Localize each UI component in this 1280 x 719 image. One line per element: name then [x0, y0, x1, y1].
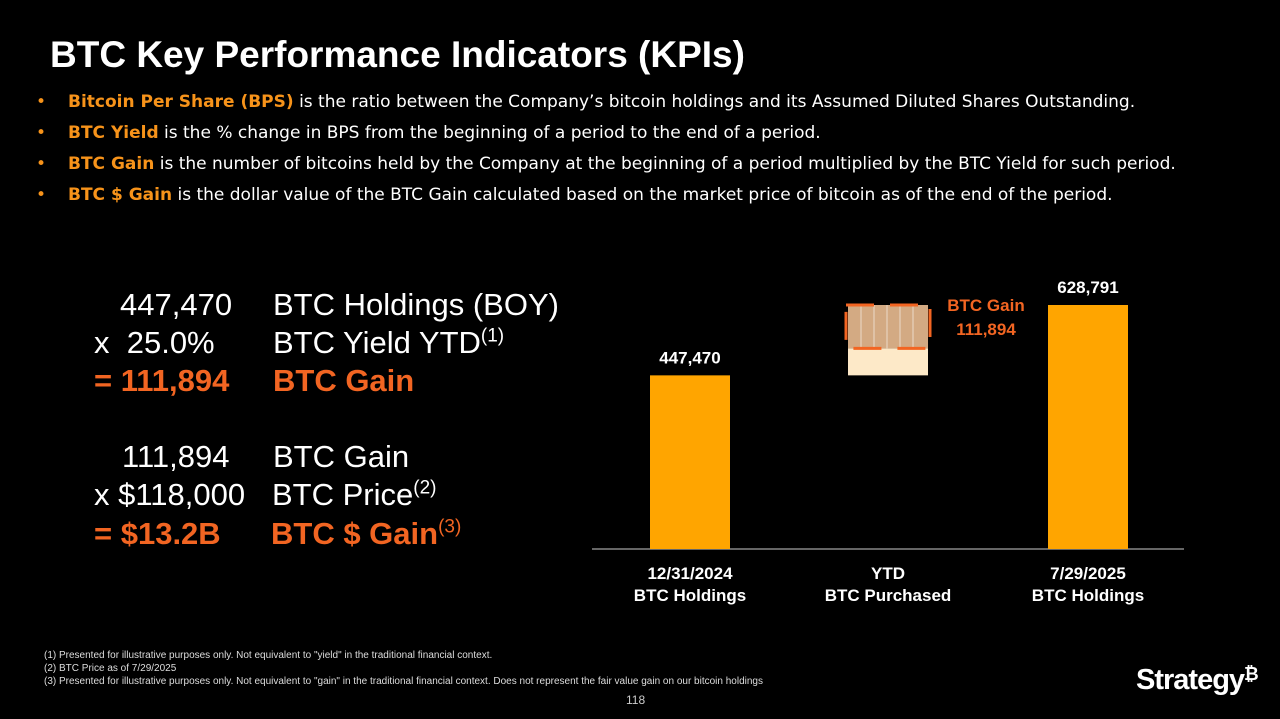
- footnote-1: (1) Presented for illustrative purposes …: [44, 650, 493, 661]
- calc-value: = $13.2B: [94, 516, 221, 551]
- footnote-ref: (2): [413, 477, 437, 499]
- footnote-2: (2) BTC Price as of 7/29/2025: [44, 663, 177, 674]
- calc-value: 111,894: [122, 439, 230, 474]
- bar-btc-holdings: [650, 375, 730, 549]
- strategy-logo: Strategy₿: [1136, 664, 1259, 697]
- bullet-dot: •: [36, 92, 47, 112]
- bar-ytd-purchased: [848, 348, 928, 376]
- calc-label: BTC $ Gain: [271, 516, 439, 551]
- calc-row-dollar-gain-result: = $13.2B BTC $ Gain(3): [94, 516, 461, 552]
- gain-segment-outline: [844, 303, 932, 350]
- footnotes: (1) Presented for illustrative purposes …: [44, 649, 763, 688]
- category-label: YTD: [871, 564, 905, 583]
- gain-label-value: 111,894: [956, 320, 1016, 339]
- gain-label-title: BTC Gain: [947, 296, 1024, 315]
- definition-term: BTC Gain: [68, 154, 155, 174]
- definition-text: is the % change in BPS from the beginnin…: [158, 123, 821, 143]
- definitions-list: • Bitcoin Per Share (BPS) is the ratio be…: [36, 88, 1256, 212]
- calc-label-group: BTC $ Gain(3): [271, 516, 461, 552]
- btc-holdings-chart: 447,470 628,791 BTC Gain 111,894 12/31/2024 B…: [592, 278, 1184, 605]
- logo-text: Strategy: [1136, 664, 1245, 696]
- page-title: BTC Key Performance Indicators (KPIs): [50, 34, 745, 75]
- calc-row-gain-result: = 111,894 BTC Gain: [94, 363, 414, 399]
- definition-term: BTC $ Gain: [68, 185, 173, 205]
- definition-term: BTC Yield: [68, 123, 159, 143]
- definition-term: Bitcoin Per Share (BPS): [68, 92, 294, 112]
- calc-value: x $118,000: [94, 477, 246, 512]
- calc-label: BTC Gain: [273, 363, 415, 398]
- footnote-3: (3) Presented for illustrative purposes …: [44, 676, 763, 687]
- calc-label-group: BTC Price(2): [272, 477, 436, 513]
- calc-value: x 25.0%: [94, 325, 215, 360]
- category-label: BTC Holdings: [1032, 586, 1144, 605]
- footnote-ref: (3): [438, 516, 462, 538]
- calc-row-holdings: 447,470 BTC Holdings (BOY): [120, 287, 559, 323]
- definition-bps: • Bitcoin Per Share (BPS) is the ratio be…: [36, 88, 1256, 117]
- calc-label: BTC Price: [272, 477, 414, 512]
- calc-row-yield: x 25.0% BTC Yield YTD(1): [94, 325, 504, 361]
- footnote-ref: (1): [480, 325, 505, 347]
- definition-text: is the dollar value of the BTC Gain calc…: [172, 185, 1113, 205]
- definition-btc-dollar-gain: • BTC $ Gain is the dollar value of the B…: [36, 181, 1256, 210]
- bullet-dot: •: [36, 154, 47, 174]
- data-label: 628,791: [1057, 278, 1118, 297]
- bullet-dot: •: [36, 185, 47, 205]
- category-label: BTC Purchased: [825, 586, 952, 605]
- calculation-block: 447,470 BTC Holdings (BOY) x 25.0% BTC Y…: [0, 0, 600, 560]
- category-label: 12/31/2024: [647, 564, 733, 583]
- gain-segment-fill: [848, 305, 928, 349]
- calc-label-group: BTC Yield YTD(1): [273, 325, 504, 361]
- category-label: 7/29/2025: [1050, 564, 1126, 583]
- data-label: 447,470: [659, 348, 720, 367]
- calc-label: BTC Gain: [273, 439, 410, 474]
- bitcoin-icon: ₿: [1244, 664, 1259, 684]
- calc-value: = 111,894: [94, 363, 230, 398]
- page-number: 118: [626, 693, 646, 707]
- definition-text: is the ratio between the Company’s bitco…: [293, 92, 1136, 112]
- definition-text: is the number of bitcoins held by the Co…: [154, 154, 1176, 174]
- definition-btc-gain: • BTC Gain is the number of bitcoins held…: [36, 150, 1256, 179]
- calc-row-gain: 111,894 BTC Gain: [122, 439, 409, 475]
- calc-label: BTC Holdings (BOY): [273, 287, 559, 322]
- calc-row-price: x $118,000 BTC Price(2): [94, 477, 436, 513]
- category-label: BTC Holdings: [634, 586, 746, 605]
- calc-label: BTC Yield YTD: [273, 325, 481, 360]
- bar-btc-holdings: [1048, 305, 1128, 549]
- definition-btc-yield: • BTC Yield is the % change in BPS from t…: [36, 119, 1256, 148]
- bullet-dot: •: [36, 123, 47, 143]
- calc-value: 447,470: [120, 287, 233, 322]
